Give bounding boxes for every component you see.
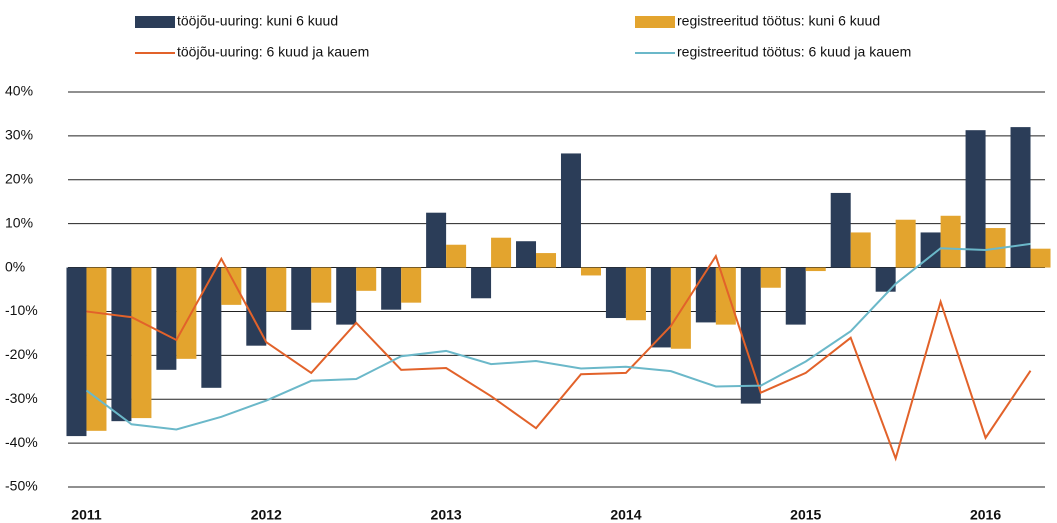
bar — [965, 130, 986, 268]
y-tick-label: 40% — [5, 83, 33, 99]
bar — [695, 267, 716, 323]
bar — [605, 267, 626, 319]
bar — [336, 267, 357, 325]
bar — [875, 267, 896, 292]
bar — [740, 267, 761, 404]
x-tick-label: 2015 — [790, 507, 821, 523]
y-tick-label: 0% — [5, 258, 25, 274]
legend-swatch — [635, 16, 675, 28]
bar — [715, 267, 736, 325]
y-tick-label: -50% — [5, 478, 38, 494]
bar — [895, 219, 916, 268]
bar — [920, 232, 941, 268]
bar — [381, 267, 402, 310]
bar — [491, 237, 512, 268]
bar — [580, 267, 601, 276]
y-tick-label: -20% — [5, 346, 38, 362]
bar — [785, 267, 806, 325]
bar — [401, 267, 422, 303]
bar — [131, 267, 152, 419]
bar — [86, 267, 107, 431]
y-tick-label: -30% — [5, 390, 38, 406]
y-tick-label: 30% — [5, 127, 33, 143]
bar — [830, 192, 851, 268]
line — [85, 242, 1031, 431]
line — [86, 253, 1032, 462]
bar — [536, 253, 557, 268]
bar — [426, 212, 447, 268]
bar — [940, 215, 961, 268]
bar — [1030, 248, 1051, 268]
bar — [201, 267, 222, 388]
bar — [356, 267, 377, 291]
legend-label: registreeritud töötus: 6 kuud ja kauem — [677, 44, 911, 60]
bar — [471, 267, 492, 299]
y-tick-label: -10% — [5, 302, 38, 318]
y-tick-label: 20% — [5, 170, 33, 186]
bar — [670, 267, 691, 349]
y-tick-label: -40% — [5, 434, 38, 450]
x-tick-label: 2013 — [431, 507, 462, 523]
bar — [176, 267, 197, 359]
bar — [625, 267, 646, 321]
x-tick-label: 2014 — [610, 507, 641, 523]
bar — [311, 267, 332, 303]
x-tick-label: 2011 — [71, 507, 102, 523]
legend-label: registreeritud töötus: kuni 6 kuud — [677, 13, 880, 29]
bar — [291, 267, 312, 330]
bar — [760, 267, 781, 288]
legend-label: tööjõu-uuring: kuni 6 kuud — [177, 13, 338, 29]
bar — [246, 267, 267, 346]
x-tick-label: 2016 — [970, 507, 1001, 523]
bar — [156, 267, 177, 370]
bar — [650, 267, 671, 348]
bar — [516, 241, 537, 268]
bar — [266, 267, 287, 312]
legend-swatch — [135, 16, 175, 28]
bar — [1010, 127, 1031, 268]
bar — [446, 244, 467, 268]
bar — [66, 267, 87, 437]
bar — [805, 267, 826, 272]
bar — [560, 153, 581, 268]
x-tick-label: 2012 — [251, 507, 282, 523]
bar — [221, 267, 242, 305]
y-tick-label: 10% — [5, 214, 33, 230]
bar — [111, 267, 132, 422]
bar — [850, 232, 871, 268]
legend-label: tööjõu-uuring: 6 kuud ja kauem — [177, 44, 369, 60]
